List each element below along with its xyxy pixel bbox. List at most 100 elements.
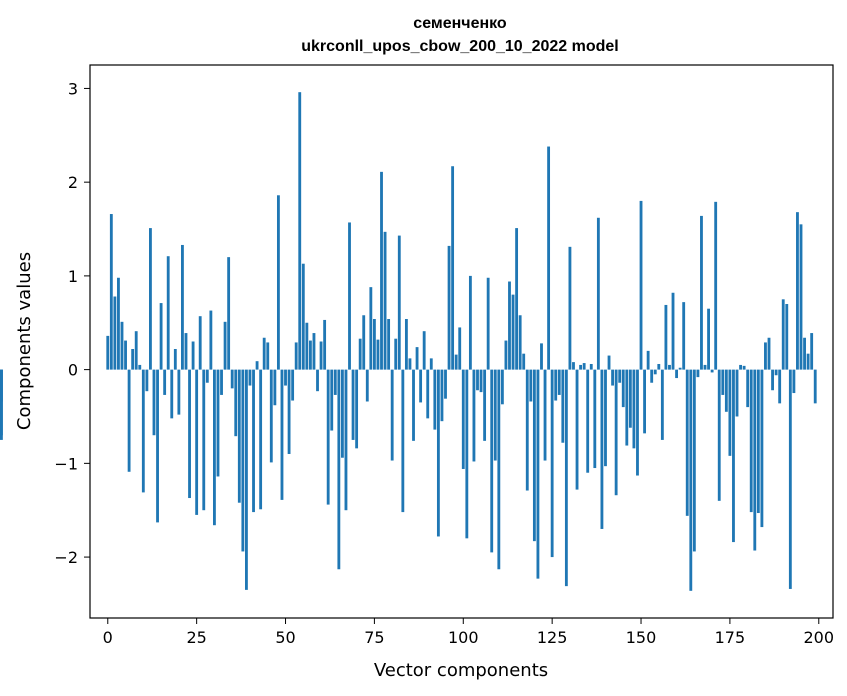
bar-186 [767, 337, 771, 370]
x-tick-label-75: 75 [364, 628, 384, 647]
bar-128 [561, 369, 565, 443]
bar-26 [198, 316, 202, 370]
bar-145 [621, 369, 625, 408]
bar-77 [380, 171, 383, 370]
bar-21 [181, 244, 184, 370]
bar-83 [401, 369, 405, 513]
bar-154 [653, 369, 657, 375]
bar-118 [525, 369, 529, 491]
bar-56 [305, 322, 309, 370]
bar-169 [707, 308, 710, 370]
bar-34 [227, 257, 231, 370]
bar-24 [191, 341, 195, 370]
bar-35 [230, 369, 234, 389]
bar-156 [660, 369, 664, 440]
bar-101 [465, 369, 469, 539]
bar-0 [106, 335, 110, 370]
y-tick-label-0: 0 [68, 361, 78, 380]
bar-43 [259, 369, 263, 510]
bar-176 [732, 369, 735, 543]
bar-undefined [0, 369, 3, 440]
bar-3 [117, 277, 120, 370]
bar-58 [312, 333, 316, 370]
bar-194 [796, 212, 799, 370]
bar-120 [532, 369, 536, 542]
x-tick-label-100: 100 [448, 628, 479, 647]
bar-152 [646, 350, 650, 370]
bar-155 [657, 363, 661, 370]
bar-114 [511, 294, 515, 370]
bar-100 [461, 369, 465, 469]
bar-89 [422, 331, 426, 370]
bar-14 [156, 369, 159, 523]
bar-142 [611, 369, 615, 386]
x-tick-label-50: 50 [275, 628, 295, 647]
bar-63 [330, 369, 334, 431]
bar-13 [152, 369, 156, 436]
bar-135 [586, 369, 590, 473]
bar-70 [355, 369, 359, 449]
bar-124 [547, 146, 551, 370]
bar-88 [419, 369, 423, 403]
bar-7 [131, 349, 135, 370]
bar-66 [340, 369, 344, 458]
bar-119 [529, 369, 533, 402]
bar-4 [120, 321, 124, 370]
bar-27 [202, 369, 206, 511]
bar-50 [284, 369, 287, 386]
bar-32 [220, 369, 223, 395]
bar-48 [276, 195, 280, 370]
bar-115 [515, 228, 519, 370]
bar-127 [557, 369, 561, 395]
bar-60 [319, 341, 323, 370]
bar-167 [700, 215, 703, 370]
bar-132 [575, 369, 579, 490]
bar-196 [803, 337, 806, 370]
bar-165 [692, 369, 696, 552]
bar-15 [159, 303, 163, 370]
bar-175 [728, 369, 732, 456]
bar-93 [436, 369, 440, 537]
bar-140 [604, 369, 607, 467]
bar-28 [205, 369, 209, 383]
bar-125 [550, 369, 554, 558]
bar-177 [735, 369, 739, 417]
bar-197 [806, 353, 810, 370]
bar-110 [497, 369, 501, 570]
chart-subtitle: ukrconll_upos_cbow_200_10_2022 model [301, 38, 618, 55]
bar-102 [468, 275, 472, 370]
bar-192 [788, 369, 792, 589]
bar-22 [184, 333, 188, 370]
bar-64 [333, 369, 337, 395]
bar-112 [504, 340, 508, 370]
bar-108 [490, 369, 494, 553]
bar-80 [390, 369, 394, 461]
bar-37 [237, 369, 241, 503]
bar-33 [223, 321, 227, 370]
bar-54 [298, 92, 302, 370]
y-tick-label--2: −2 [54, 548, 78, 567]
bar-195 [799, 224, 803, 370]
bar-76 [376, 339, 380, 370]
bar-126 [554, 369, 558, 401]
bar-113 [508, 281, 511, 370]
bar-168 [703, 364, 707, 370]
bar-38 [241, 369, 245, 552]
bar-104 [476, 369, 479, 391]
bar-198 [810, 333, 814, 370]
y-tick-label-2: 2 [68, 173, 78, 192]
bar-6 [127, 369, 131, 472]
bar-16 [163, 369, 167, 395]
bar-85 [408, 358, 412, 370]
bar-52 [291, 369, 295, 401]
x-tick-label-0: 0 [103, 628, 113, 647]
bar-146 [625, 369, 629, 446]
bar-69 [351, 369, 355, 440]
bar-151 [643, 369, 646, 434]
bar-81 [394, 338, 398, 370]
bar-107 [486, 277, 490, 370]
bar-19 [173, 349, 177, 370]
bar-106 [483, 369, 487, 441]
bar-121 [536, 369, 540, 579]
bar-160 [675, 369, 678, 379]
